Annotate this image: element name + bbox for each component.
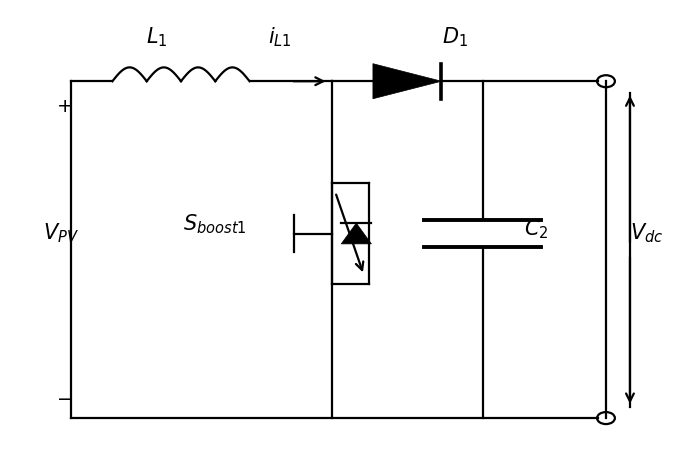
Text: $+$: $+$ [56,97,73,116]
Text: $D_1$: $D_1$ [442,26,468,49]
Text: $i_{L1}$: $i_{L1}$ [269,26,292,49]
Polygon shape [373,64,442,99]
Text: $V_{dc}$: $V_{dc}$ [630,222,664,245]
Text: $-$: $-$ [57,388,73,407]
Text: $L_1$: $L_1$ [146,26,168,49]
Text: $C_2$: $C_2$ [524,217,548,241]
Polygon shape [341,223,371,244]
Text: $S_{boost1}$: $S_{boost1}$ [183,212,247,236]
Text: $V_{PV}$: $V_{PV}$ [43,222,79,245]
